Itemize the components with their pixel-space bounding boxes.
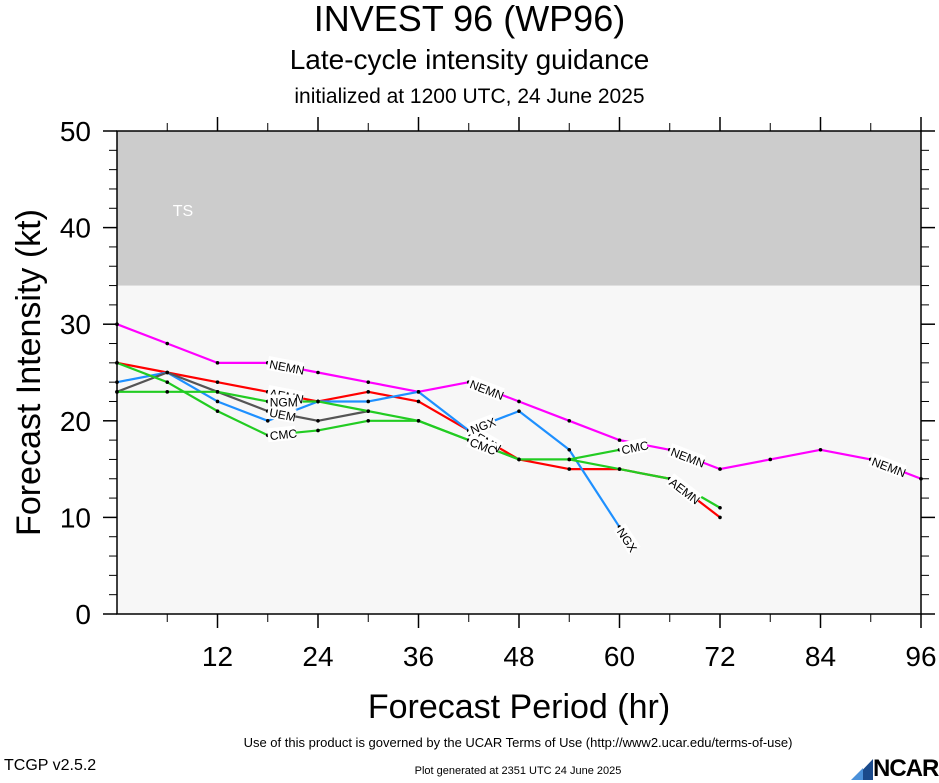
- data-point: [617, 467, 622, 471]
- series-label-group: UEM: [266, 404, 297, 424]
- data-point: [567, 447, 572, 452]
- x-tick-label: 84: [805, 641, 836, 672]
- series-label: CMC: [269, 426, 298, 443]
- data-point: [617, 438, 622, 442]
- series-label-bg: [267, 394, 296, 409]
- data-point: [416, 390, 421, 394]
- series-label-bg: [267, 425, 297, 443]
- data-point: [316, 399, 320, 404]
- data-point: [517, 399, 521, 404]
- x-tick-label: 12: [202, 641, 233, 672]
- data-point: [215, 399, 220, 404]
- data-point: [818, 447, 823, 452]
- series-label-bg: [266, 404, 297, 424]
- x-tick-label: 24: [302, 641, 333, 672]
- data-point: [316, 428, 320, 433]
- data-point: [215, 380, 220, 384]
- data-point: [165, 370, 170, 375]
- terms-of-use-note: Use of this product is governed by the U…: [243, 735, 793, 750]
- series-label-bg: [667, 443, 706, 470]
- data-point: [517, 457, 521, 462]
- data-point: [366, 390, 371, 394]
- series-label-group: CMC: [618, 437, 650, 457]
- version-label: TCGP v2.5.2: [4, 757, 97, 774]
- data-point: [366, 409, 371, 413]
- data-point: [165, 380, 170, 384]
- data-point: [567, 467, 572, 471]
- data-point: [165, 390, 170, 394]
- band-label: TS: [173, 203, 193, 220]
- x-axis-label: Forecast Period (hr): [368, 688, 670, 726]
- x-tick-label: 48: [503, 641, 534, 672]
- series-label-bg: [466, 413, 498, 437]
- y-tick-label: 10: [60, 502, 91, 533]
- series-label-bg: [618, 437, 649, 457]
- chart-title: INVEST 96 (WP96): [313, 0, 626, 39]
- plot-frame: [116, 130, 922, 615]
- data-point: [366, 399, 371, 404]
- data-point: [215, 409, 220, 413]
- intensity-band: [117, 131, 921, 286]
- series-label: CMC: [620, 438, 650, 457]
- data-point: [718, 515, 722, 520]
- y-tick-label: 20: [60, 406, 91, 437]
- data-point: [416, 399, 421, 404]
- series-label-group: NGM: [267, 394, 298, 409]
- data-point: [215, 361, 220, 365]
- data-point: [567, 457, 572, 462]
- data-point: [718, 505, 722, 510]
- ncar-logo-mark-icon: [851, 759, 873, 780]
- series-label: NGM: [270, 395, 298, 409]
- y-tick-label: 30: [60, 309, 91, 340]
- series-label-bg: [266, 355, 305, 377]
- x-tick-label: 60: [604, 641, 635, 672]
- x-tick-label: 36: [403, 641, 434, 672]
- y-axis-label: Forecast Intensity (kt): [10, 209, 48, 536]
- data-point: [416, 419, 421, 423]
- data-point: [165, 341, 170, 346]
- data-point: [768, 457, 773, 462]
- ncar-logo-text: NCAR: [873, 755, 939, 782]
- data-point: [567, 419, 572, 423]
- y-tick-label: 0: [75, 599, 91, 630]
- data-point: [718, 467, 722, 471]
- data-point: [517, 409, 521, 413]
- series-label-group: CMC: [267, 425, 298, 443]
- ncar-logo: NCAR: [851, 755, 939, 782]
- series-label: NEMN: [268, 357, 305, 377]
- series-label-group: NEMN: [266, 355, 306, 378]
- initialization-line: initialized at 1200 UTC, 24 June 2025: [294, 85, 645, 108]
- series-label-bg: [466, 375, 505, 402]
- data-point: [316, 370, 320, 375]
- data-point: [366, 419, 371, 423]
- chart-subtitle: Late-cycle intensity guidance: [289, 44, 650, 75]
- series-label-bg: [613, 523, 641, 555]
- series-label-bg: [466, 433, 498, 457]
- data-point: [316, 419, 320, 423]
- data-point: [215, 390, 220, 394]
- series-line-uem: [116, 371, 369, 422]
- series-label: UEM: [268, 406, 297, 425]
- data-point: [265, 419, 270, 423]
- x-tick-label: 96: [905, 641, 936, 672]
- series-label-bg: [868, 452, 907, 479]
- x-tick-label: 72: [704, 641, 735, 672]
- y-tick-label: 40: [60, 213, 91, 244]
- plot-generated-note: Plot generated at 2351 UTC 24 June 2025: [414, 765, 622, 777]
- series-label-bg: [665, 473, 703, 507]
- data-point: [366, 380, 371, 384]
- y-tick-label: 50: [60, 116, 91, 147]
